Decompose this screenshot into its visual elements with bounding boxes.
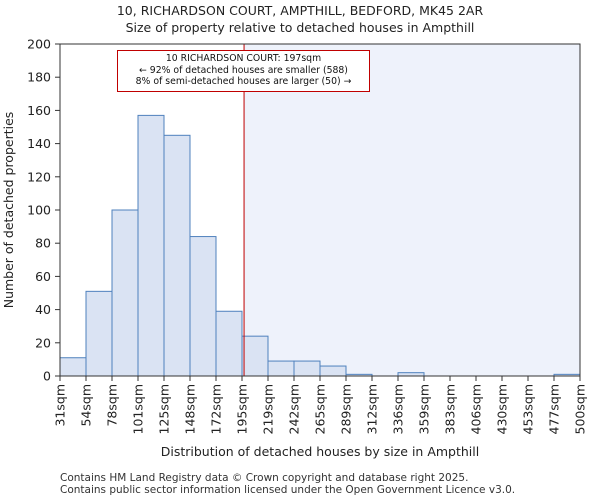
bar-172sqm xyxy=(215,310,243,377)
highlight-region xyxy=(244,44,580,376)
annotation-line3: 8% of semi-detached houses are larger (5… xyxy=(135,76,352,87)
x-tick-label: 289sqm xyxy=(339,384,354,434)
y-tick-label: 160 xyxy=(27,103,51,118)
annotation-box: 10 RICHARDSON COURT: 197sqm ← 92% of det… xyxy=(117,50,370,92)
x-tick-label: 101sqm xyxy=(131,384,146,434)
x-axis-title: Distribution of detached houses by size … xyxy=(161,444,479,459)
x-tick-label: 312sqm xyxy=(365,384,380,434)
y-tick-label: 0 xyxy=(43,369,51,384)
chart-title-line2: Size of property relative to detached ho… xyxy=(125,20,475,35)
y-tick-label: 100 xyxy=(27,203,51,218)
y-tick-label: 140 xyxy=(27,136,51,151)
bar-219sqm xyxy=(267,360,295,377)
x-tick-label: 359sqm xyxy=(417,384,432,434)
y-tick-label: 40 xyxy=(35,302,51,317)
y-tick-label: 200 xyxy=(27,37,51,52)
x-tick-label: 242sqm xyxy=(287,384,302,434)
chart-title-line1: 10, RICHARDSON COURT, AMPTHILL, BEDFORD,… xyxy=(116,3,484,18)
bar-54sqm xyxy=(85,290,113,377)
x-tick-label: 336sqm xyxy=(391,384,406,434)
bar-101sqm xyxy=(137,114,165,377)
y-axis-title: Number of detached properties xyxy=(1,112,16,309)
y-tick-label: 180 xyxy=(27,70,51,85)
bar-265sqm xyxy=(319,365,347,377)
annotation-line1: 10 RICHARDSON COURT: 197sqm xyxy=(165,53,322,64)
x-tick-label: 265sqm xyxy=(313,384,328,434)
y-tick-label: 80 xyxy=(35,236,51,251)
bar-78sqm xyxy=(111,209,139,377)
x-tick-label: 148sqm xyxy=(183,384,198,434)
bar-31sqm xyxy=(59,357,87,377)
bar-148sqm xyxy=(189,236,217,377)
x-tick-label: 78sqm xyxy=(105,384,120,427)
x-tick-label: 219sqm xyxy=(261,384,276,434)
x-tick-label: 500sqm xyxy=(573,384,588,434)
bar-242sqm xyxy=(293,360,321,377)
y-tick-label: 20 xyxy=(35,335,51,350)
y-tick-label: 120 xyxy=(27,169,51,184)
x-tick-label: 54sqm xyxy=(79,384,94,427)
x-tick-label: 477sqm xyxy=(547,384,562,434)
bar-125sqm xyxy=(163,134,191,377)
x-tick-label: 31sqm xyxy=(53,384,68,427)
footer-line1: Contains HM Land Registry data © Crown c… xyxy=(60,472,469,484)
bar-195sqm xyxy=(241,335,269,377)
footer-line2: Contains public sector information licen… xyxy=(60,484,516,496)
y-tick-label: 60 xyxy=(35,269,51,284)
x-tick-label: 172sqm xyxy=(209,384,224,434)
x-tick-label: 453sqm xyxy=(521,384,536,434)
x-tick-label: 125sqm xyxy=(157,384,172,434)
annotation-line2: ← 92% of detached houses are smaller (58… xyxy=(139,64,348,76)
x-tick-label: 383sqm xyxy=(443,384,458,434)
x-tick-label: 195sqm xyxy=(235,384,250,434)
x-tick-label: 430sqm xyxy=(495,384,510,434)
x-tick-label: 406sqm xyxy=(469,384,484,434)
